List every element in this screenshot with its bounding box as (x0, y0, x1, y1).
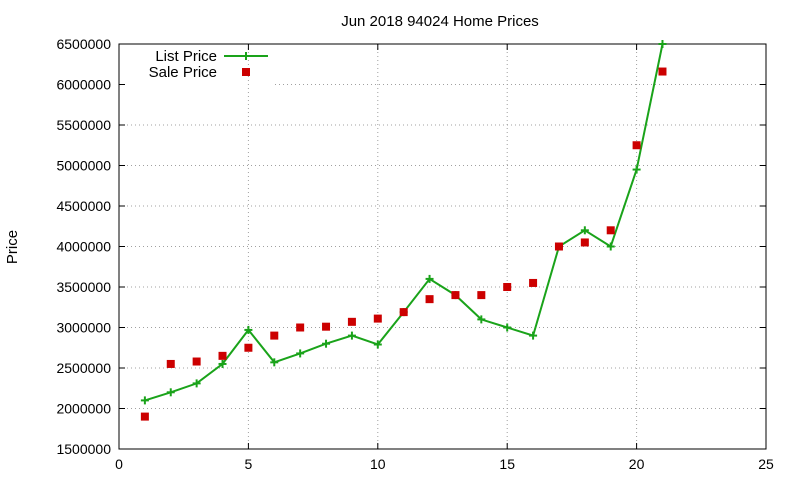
plot-series (140, 40, 667, 421)
list-price-point (606, 242, 615, 251)
sale-price-point (477, 291, 486, 300)
legend-label-sale-price: Sale Price (149, 64, 217, 81)
x-tick-label: 15 (499, 456, 515, 472)
y-tick-label: 5500000 (56, 117, 111, 133)
y-tick-label: 2500000 (56, 360, 111, 376)
list-price-point (425, 274, 434, 283)
sale-price-point (270, 331, 279, 340)
list-price-line (144, 43, 664, 402)
sale-price-point (244, 343, 253, 352)
y-tick-label: 3500000 (56, 279, 111, 295)
sale-price-point (658, 67, 667, 76)
list-price-point (192, 379, 201, 388)
sale-price-point (503, 283, 512, 291)
sale-price-point (373, 314, 382, 323)
y-tick-label: 4500000 (56, 198, 111, 214)
sale-price-point (192, 357, 201, 366)
list-price-point (373, 340, 382, 349)
sale-price-point (606, 226, 615, 235)
x-tick-label: 0 (115, 456, 123, 472)
sale-price-point (399, 308, 408, 317)
list-price-point (580, 226, 589, 235)
sale-price-point (140, 412, 149, 421)
sale-price-point (632, 141, 641, 150)
list-price-point (166, 388, 175, 397)
sale-price-point (347, 317, 356, 326)
sale-price-point (296, 323, 305, 332)
sale-price-point (554, 242, 563, 251)
sale-price-point (322, 322, 331, 331)
y-tick-label: 6500000 (56, 36, 111, 52)
sale-price-point (529, 278, 538, 287)
x-tick-label: 5 (245, 456, 253, 472)
x-tick-label: 25 (758, 456, 774, 472)
x-tick-label: 20 (629, 456, 645, 472)
axes: 0 5 10 15 20 25 1500000 2000000 2500000 3000000 35… (56, 36, 774, 472)
sale-price-point (218, 351, 227, 360)
list-price-point (322, 339, 331, 348)
chart-title: Jun 2018 94024 Home Prices (341, 13, 539, 30)
y-tick-label: 3000000 (56, 320, 111, 336)
list-price-point (296, 349, 305, 358)
y-tick-label: 2000000 (56, 401, 111, 417)
y-tick-label: 6000000 (56, 77, 111, 93)
x-tick-label: 10 (370, 456, 386, 472)
list-price-point (218, 359, 227, 368)
y-tick-label: 5000000 (56, 158, 111, 174)
list-price-point (529, 331, 538, 340)
list-price-point (503, 323, 512, 332)
list-price-point (140, 396, 149, 405)
y-tick-label: 4000000 (56, 239, 111, 255)
list-price-point (658, 40, 667, 48)
sale-price-point (166, 359, 175, 368)
list-price-point (477, 315, 486, 324)
list-price-point (632, 165, 641, 174)
sale-price-point (425, 295, 434, 304)
legend-swatch-sale-price (242, 68, 250, 76)
list-price-point (244, 325, 253, 334)
plot-frame (118, 43, 767, 450)
list-price-point (347, 331, 356, 340)
list-price-point (270, 358, 279, 367)
sale-price-point (580, 238, 589, 247)
y-tick-label: 1500000 (56, 441, 111, 457)
sale-price-point (451, 291, 460, 300)
grid-lines (119, 44, 766, 449)
legend-label-list-price: List Price (155, 48, 217, 65)
y-axis-label: Price (4, 230, 21, 264)
